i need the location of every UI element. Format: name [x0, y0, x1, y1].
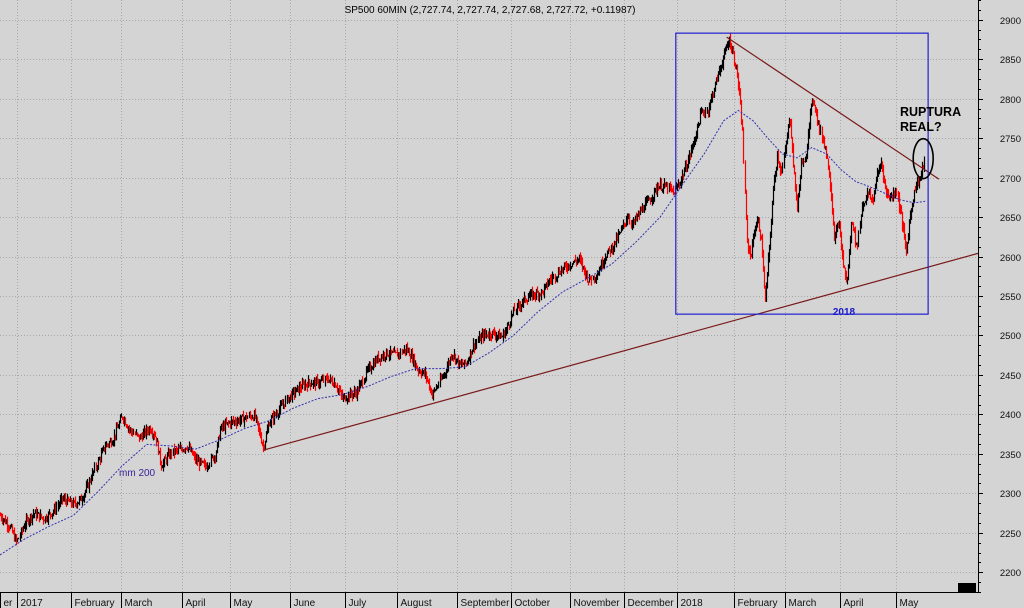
y-tick-label: 2900: [1000, 16, 1021, 27]
y-tick-label: 2700: [1000, 174, 1021, 185]
y-tick-label: 2850: [1000, 55, 1021, 66]
y-axis: 2200 2250 2300 2350 2400 2450 2500 2550 2600 2650…: [978, 0, 1024, 608]
y-tick-label: 2600: [1000, 253, 1021, 264]
box-year-label: 2018: [833, 307, 856, 318]
x-tick-label: September: [461, 598, 511, 608]
x-tick-label: April: [186, 598, 206, 608]
y-tick-label: 2550: [1000, 292, 1021, 303]
y-tick-label: 2300: [1000, 489, 1021, 500]
x-tick-label: July: [349, 598, 367, 608]
y-tick-label: 2400: [1000, 410, 1021, 421]
x-tick-label: er: [4, 598, 14, 608]
y-tick-label: 2200: [1000, 568, 1021, 579]
x-tick-label: December: [628, 598, 675, 608]
y-tick-label: 2800: [1000, 95, 1021, 106]
y-tick-label: 2250: [1000, 529, 1021, 540]
y-tick-label: 2650: [1000, 213, 1021, 224]
x-tick-label: 2017: [21, 598, 44, 608]
x-tick-label: March: [125, 598, 153, 608]
candle-series: [0, 33, 926, 546]
current-bar-marker: [958, 583, 976, 592]
x-tick-label: October: [515, 598, 551, 608]
x-tick-label: May: [234, 598, 253, 608]
x-tick-label: February: [75, 598, 115, 608]
x-tick-label: November: [574, 598, 621, 608]
y-tick-label: 2450: [1000, 371, 1021, 382]
callout-line-1: RUPTURA: [900, 105, 961, 119]
y-tick-label: 2350: [1000, 450, 1021, 461]
x-tick-label: 2018: [681, 598, 704, 608]
resistance-trendline: [726, 36, 940, 180]
ma-label: mm 200: [119, 468, 156, 479]
breakout-circle: [912, 137, 934, 180]
chart-title: SP500 60MIN (2,727.74, 2,727.74, 2,727.6…: [345, 5, 636, 16]
x-tick-label: August: [401, 598, 432, 608]
y-tick-label: 2500: [1000, 331, 1021, 342]
x-tick-label: June: [294, 598, 316, 608]
grid-lines: [0, 0, 978, 592]
highlight-box-2018: [675, 32, 929, 315]
x-tick-label: May: [900, 598, 919, 608]
moving-average-line: [0, 109, 926, 556]
x-axis: er 2017 February March April May June July Augus…: [0, 583, 978, 608]
callout-line-2: REAL?: [900, 120, 942, 134]
x-tick-label: April: [844, 598, 864, 608]
x-tick-label: February: [738, 598, 778, 608]
y-tick-label: 2750: [1000, 134, 1021, 145]
x-tick-label: March: [789, 598, 817, 608]
support-trendline: [263, 252, 979, 451]
